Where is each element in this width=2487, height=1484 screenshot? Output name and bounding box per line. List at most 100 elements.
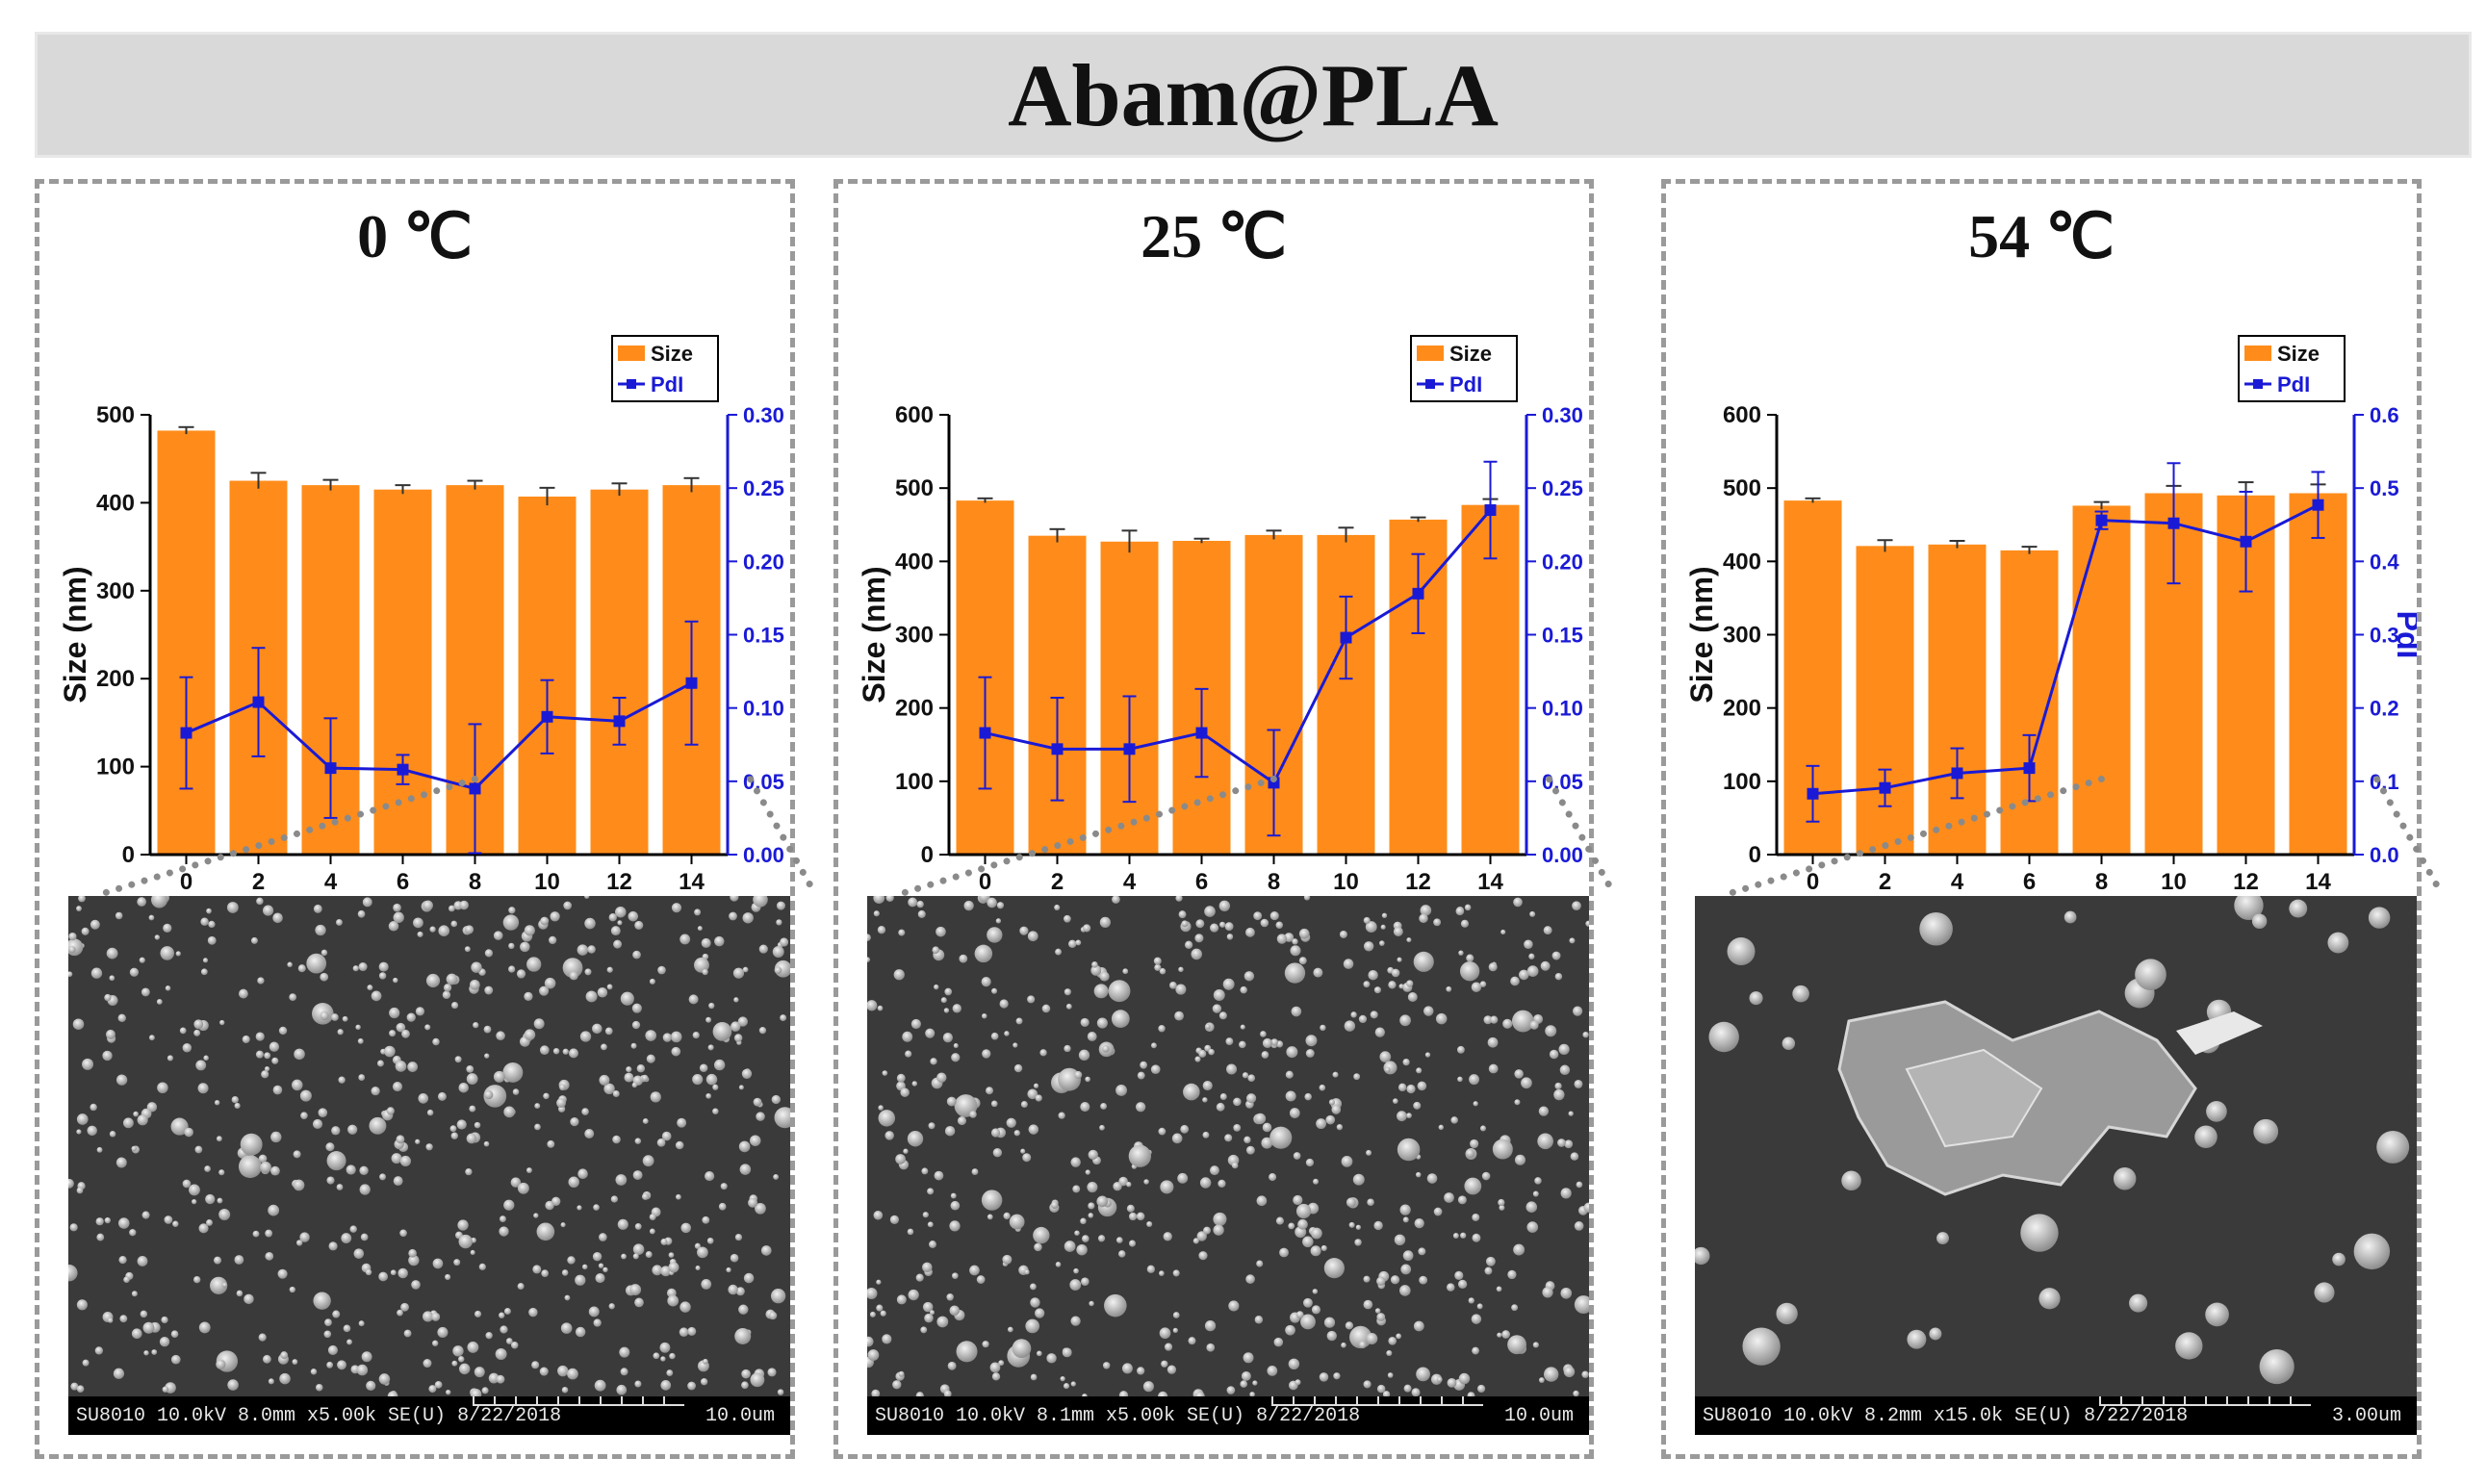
y2-tick-label: 0.10 xyxy=(743,697,784,721)
pdi-point xyxy=(2095,514,2108,526)
sem-particle xyxy=(1776,1302,1798,1325)
y-tick-label: 0 xyxy=(1749,842,1761,868)
sem-scale: 10.0um xyxy=(1503,1405,1574,1427)
sem-particle xyxy=(1081,1235,1090,1242)
sem-particle xyxy=(989,1362,1001,1373)
sem-particle xyxy=(597,986,608,998)
sem-particle xyxy=(608,1303,615,1310)
sem-particle xyxy=(963,900,974,911)
sem-particle xyxy=(1390,1275,1400,1285)
sem-particle xyxy=(677,1117,687,1128)
y2-tick-label: 0.20 xyxy=(1542,550,1583,574)
sem-particle xyxy=(707,1044,714,1051)
sem-particle xyxy=(1319,1372,1329,1382)
sem-particle xyxy=(1496,1286,1502,1292)
sem-particle xyxy=(910,1018,921,1030)
sem-particle xyxy=(1341,1155,1353,1167)
sem-particle xyxy=(76,1299,88,1311)
sem-particle xyxy=(115,1074,128,1086)
sem-particle xyxy=(1143,1179,1149,1185)
sem-particle xyxy=(1239,1040,1246,1049)
sem-particle xyxy=(1574,1079,1583,1088)
sem-particle xyxy=(264,1065,270,1072)
sem-particle xyxy=(1091,961,1098,968)
sem-particle xyxy=(1363,1380,1372,1389)
sem-particle xyxy=(776,901,785,910)
sem-particle xyxy=(1022,1153,1032,1163)
sem-particle xyxy=(1907,1329,1927,1349)
sem-particle xyxy=(1582,1031,1589,1038)
sem-particle xyxy=(2251,913,2268,929)
sem-particle xyxy=(151,896,168,908)
sem-particle xyxy=(450,1132,458,1139)
sem-particle xyxy=(1424,1052,1431,1058)
sem-particle xyxy=(1027,931,1038,942)
sem-particle xyxy=(117,1217,130,1229)
sem-particle xyxy=(712,1084,719,1090)
sem-particle xyxy=(1534,1177,1542,1185)
sem-particle xyxy=(458,1356,465,1363)
sem-particle xyxy=(182,1179,192,1189)
sem-particle xyxy=(1249,1392,1255,1396)
sem-particle xyxy=(930,1058,937,1065)
panel-title: 0 ℃ xyxy=(357,202,473,270)
sem-particle xyxy=(184,1127,193,1138)
sem-particle xyxy=(1136,1212,1145,1221)
sem-particle xyxy=(1450,1116,1458,1124)
sem-particle xyxy=(231,1095,239,1104)
sem-particle xyxy=(1074,1230,1080,1236)
sem-particle xyxy=(777,1389,784,1395)
sem-particle xyxy=(72,1018,85,1030)
pdi-point xyxy=(397,763,409,776)
sem-particle xyxy=(957,1116,966,1126)
sem-particle xyxy=(885,1131,894,1140)
sem-particle xyxy=(1060,1375,1065,1382)
sem-particle xyxy=(526,957,542,972)
sem-particle xyxy=(1397,1111,1407,1122)
sem-particle xyxy=(1585,920,1589,927)
sem-particle xyxy=(1406,980,1414,987)
sem-particle xyxy=(1028,1124,1039,1135)
sem-particle xyxy=(705,1170,715,1182)
sem-particle xyxy=(443,984,452,992)
y-tick-label: 600 xyxy=(895,402,934,428)
sem-particle xyxy=(315,924,326,936)
sem-particle xyxy=(1295,1311,1304,1318)
sem-particle xyxy=(496,1374,505,1384)
sem-particle xyxy=(1076,1243,1088,1256)
sem-particle xyxy=(1224,1134,1233,1142)
sem-particle xyxy=(1507,1269,1517,1280)
sem-particle xyxy=(1027,995,1036,1004)
sem-particle xyxy=(1549,1049,1559,1060)
sem-particle xyxy=(205,1193,216,1205)
sem-particle xyxy=(867,934,871,942)
sem-particle xyxy=(1413,1101,1422,1110)
sem-particle xyxy=(313,904,322,913)
sem-particle xyxy=(109,1131,116,1138)
sem-particle xyxy=(974,944,993,963)
sem-particle xyxy=(756,1112,765,1121)
x-tick-label: 14 xyxy=(1477,869,1503,895)
sem-particle xyxy=(2064,910,2077,924)
sem-particle xyxy=(1529,1020,1539,1030)
sem-particle xyxy=(287,961,293,968)
sem-particle xyxy=(741,1381,749,1390)
x-tick-label: 2 xyxy=(1051,869,1064,895)
sem-particle xyxy=(1087,1032,1097,1041)
sem-particle xyxy=(1046,1353,1057,1364)
sem-particle xyxy=(741,1369,751,1379)
sem-scale: 10.0um xyxy=(705,1405,775,1427)
sem-particle xyxy=(1102,1362,1111,1369)
sem-particle xyxy=(1261,1137,1273,1149)
sem-particle xyxy=(1497,1332,1502,1338)
sem-particle xyxy=(1171,1133,1183,1144)
sem-particle xyxy=(483,1140,490,1147)
sem-particle xyxy=(1470,1139,1479,1149)
sem-particle xyxy=(1782,1036,1796,1050)
sem-particle xyxy=(1355,1224,1361,1230)
y-tick-label: 100 xyxy=(895,769,934,795)
sem-particle xyxy=(1108,980,1131,1003)
sem-particle xyxy=(1226,1063,1238,1075)
sem-particle xyxy=(343,1324,351,1333)
y2-tick-label: 0.00 xyxy=(1542,843,1583,867)
